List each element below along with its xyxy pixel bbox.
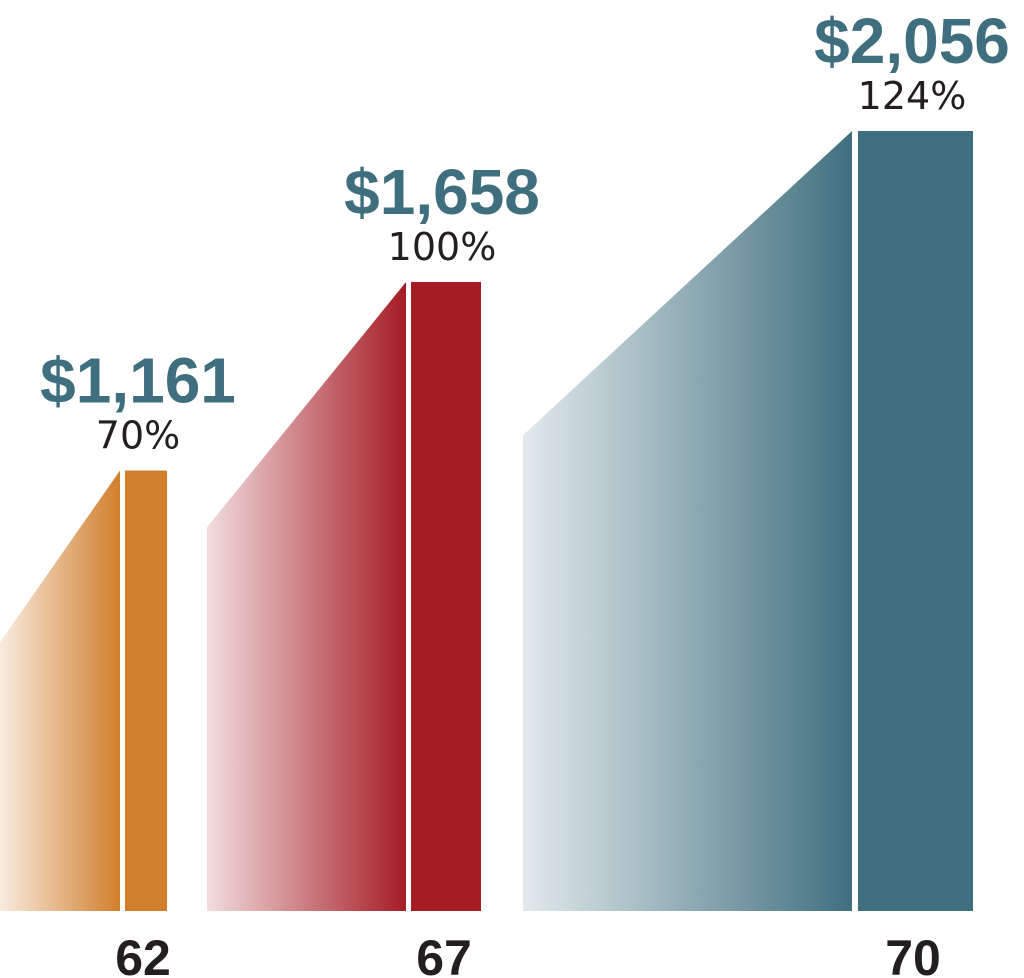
bar-gradient-wedge-67 [207,281,406,912]
x-axis-labels: 62 67 70 [115,930,941,978]
bar-67 [411,281,481,912]
value-label-62: $1,161 [40,345,236,417]
bar-gradient-wedge-62 [0,470,120,911]
x-tick-label-70: 70 [885,930,941,978]
x-tick-label-67: 67 [416,930,472,978]
value-label-70: $2,056 [814,5,1010,77]
percent-label-62: 70% [96,414,180,458]
value-label-67: $1,658 [344,156,540,228]
bar-62 [125,470,167,911]
bar-70 [858,131,973,911]
x-tick-label-62: 62 [115,930,171,978]
bars-layer [0,131,973,912]
percent-label-67: 100% [388,225,497,269]
bar-gradient-wedge-70 [523,131,852,911]
percent-label-70: 124% [858,74,967,118]
